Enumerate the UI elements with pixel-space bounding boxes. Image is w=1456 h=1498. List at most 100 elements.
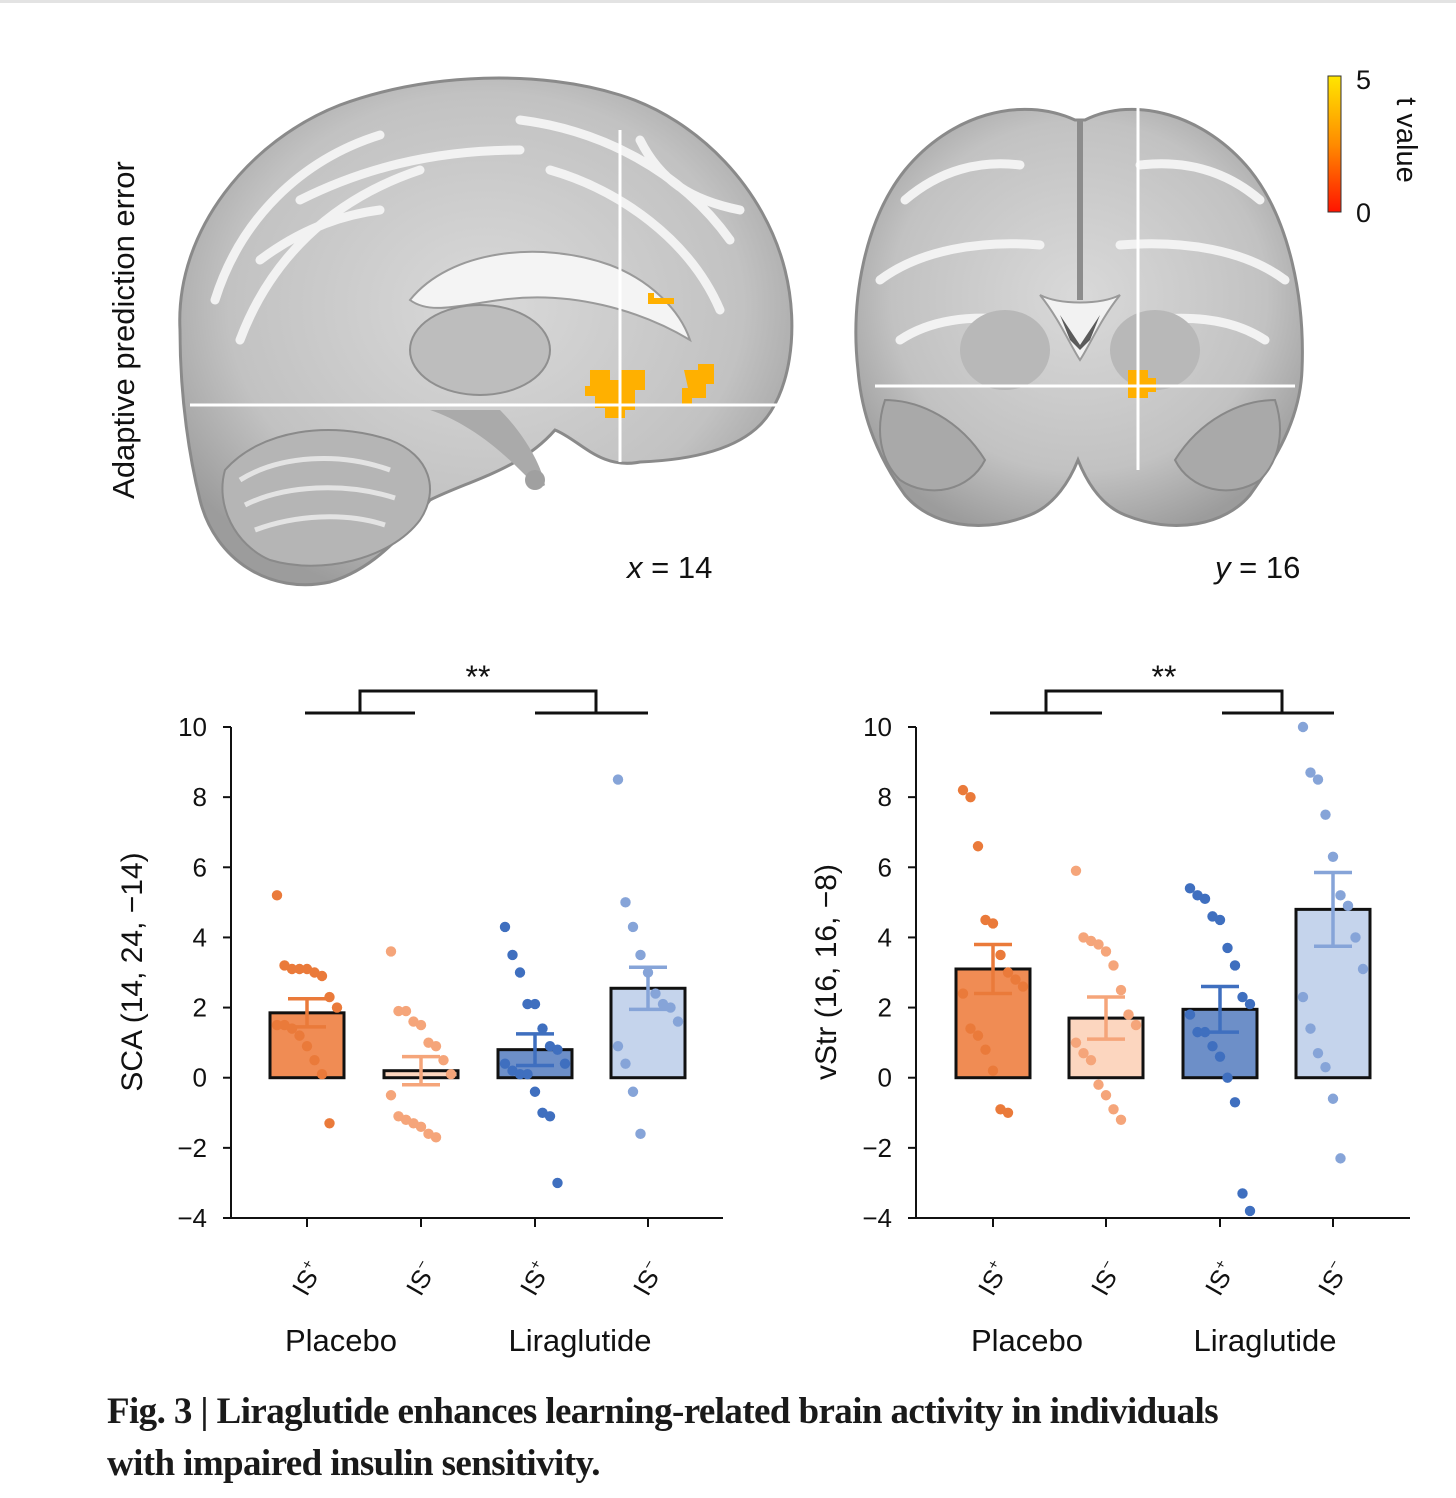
data-point [1115,984,1127,996]
colorbar-gradient [1327,75,1342,213]
data-point [1108,960,1119,971]
data-point [1320,1061,1331,1073]
x-tick-label: IS− [627,1256,670,1300]
data-point [1244,1205,1256,1217]
data-point [1327,851,1339,862]
coronal-coordinate: y = 16 [1213,550,1300,585]
data-point [1078,1047,1089,1059]
data-point [1192,1026,1203,1038]
bracket-link [358,689,598,713]
data-point [650,988,661,999]
data-point [507,949,518,961]
colorbar-title: t value [1390,97,1422,182]
chart-sca: SCA (14, 24, −14) 10 8 6 4 2 0 −2 −4 IS+ IS− IS+ IS−… [116,659,723,1358]
data-point [672,1016,684,1027]
colorbar-max-label: 5 [1356,65,1371,95]
y-tick-label: 6 [878,852,892,882]
y-tick-label: 10 [178,712,207,742]
significance-marker: ** [466,659,491,695]
data-point [965,791,976,803]
significance-marker: ** [1152,659,1177,695]
y-axis-label: vStr (16, 16, −8) [810,864,843,1080]
data-point [537,1023,548,1034]
data-point [1017,981,1029,992]
chart-vstr: vStr (16, 16, −8) 10 8 6 4 2 0 −2 −4 IS+ IS− IS+ IS−… [810,659,1410,1358]
caption-title-line1: Liraglutide enhances learning-related br… [216,1391,1219,1432]
data-point [1002,967,1014,978]
x-tick-label: IS− [1312,1256,1355,1300]
x-tick-label: IS+ [1199,1256,1242,1300]
data-point [514,1069,526,1080]
data-point [987,1065,999,1076]
data-point [627,1086,639,1097]
data-point [1229,1097,1241,1108]
colorbar: 5 0 t value [1327,65,1422,228]
data-point [972,1030,984,1041]
data-point [294,963,305,975]
y-tick-label: 0 [193,1063,207,1093]
data-point [385,1090,397,1101]
data-point [1229,960,1241,971]
data-point [1207,1040,1218,1052]
data-point [544,1111,556,1122]
data-point [430,1040,442,1052]
bracket-link [1044,689,1284,713]
data-point [1335,890,1346,901]
y-tick-label: 0 [878,1063,892,1093]
data-point [286,963,298,975]
data-point [635,1128,646,1140]
data-point [415,1019,427,1031]
data-point [1108,1104,1119,1115]
data-point [612,774,624,785]
data-point [529,998,541,1010]
y-tick-label: −4 [862,1203,892,1233]
x-tick-label: IS+ [286,1256,329,1300]
data-point [316,970,328,982]
figure-panel: Adaptive prediction error x = 14 [106,65,1422,1358]
data-point [1350,932,1361,943]
data-point [301,1040,313,1052]
data-point [324,991,335,1003]
data-point [1130,1019,1142,1031]
data-point [499,1058,511,1069]
data-point [514,967,526,978]
y-tick-label: 8 [193,782,207,812]
data-point [1222,1072,1233,1083]
group-label: Liraglutide [1193,1323,1336,1358]
data-point [1010,974,1021,985]
data-point [665,1002,676,1013]
data-point [1222,942,1233,954]
data-point [1320,809,1331,820]
y-axis-label: SCA (14, 24, −14) [116,852,149,1091]
data-point [552,1177,563,1189]
y-tick-label: 2 [878,993,892,1023]
group-label: Placebo [285,1323,397,1358]
data-point [612,1040,624,1052]
y-tick-label: −2 [177,1133,207,1163]
data-point [972,841,984,852]
data-point [957,784,969,796]
x-tick-label: IS+ [972,1256,1015,1300]
data-point [438,1054,449,1066]
data-point [1305,1023,1316,1034]
data-point [316,1069,328,1080]
data-point [559,1058,571,1069]
data-point [957,988,969,999]
data-point [620,897,631,908]
data-point [271,1019,283,1031]
y-tick-label: 8 [878,782,892,812]
coronal-brain-image [854,100,1304,527]
data-point [1199,893,1211,905]
caption-title-line2: with impaired insulin sensitivity. [107,1443,601,1484]
data-point [385,946,397,957]
caption-separator: | [191,1391,217,1432]
x-tick-label: IS− [1085,1256,1128,1300]
data-point [552,1044,563,1055]
data-point [1184,883,1196,894]
data-point [1312,1047,1324,1059]
data-point [1214,914,1226,926]
data-point [1305,767,1316,778]
data-point [1327,1093,1339,1104]
data-point [1312,774,1324,785]
data-point [522,998,533,1010]
